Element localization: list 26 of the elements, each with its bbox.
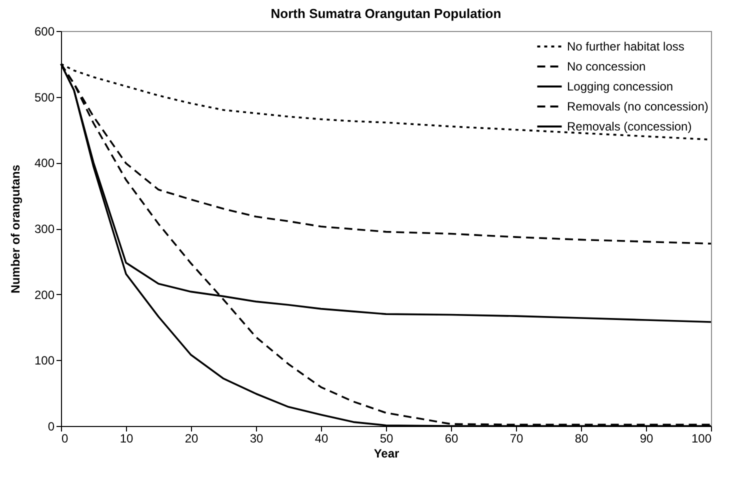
legend-label: Logging concession xyxy=(567,80,674,94)
y-tick-label: 400 xyxy=(34,156,55,170)
legend-label: Removals (concession) xyxy=(567,120,692,134)
y-tick-label: 500 xyxy=(34,90,55,104)
x-tick-label: 10 xyxy=(120,432,134,446)
x-tick-label: 20 xyxy=(184,432,198,446)
legend-label: No concession xyxy=(567,60,646,74)
legend-label: Removals (no concession) xyxy=(567,100,708,114)
legend-label: No further habitat loss xyxy=(567,40,684,54)
chart-title: North Sumatra Orangutan Population xyxy=(270,6,502,21)
y-tick-label: 600 xyxy=(34,24,55,38)
x-tick-label: 60 xyxy=(444,432,458,446)
x-tick-label: 40 xyxy=(314,432,328,446)
x-tick-label: 100 xyxy=(691,432,712,446)
y-tick-label: 100 xyxy=(34,354,55,368)
y-tick-label: 200 xyxy=(34,288,55,302)
y-axis-title: Number of orangutans xyxy=(8,164,22,294)
y-tick-label: 0 xyxy=(48,420,55,434)
x-tick-label: 70 xyxy=(510,432,524,446)
x-tick-label: 50 xyxy=(380,432,394,446)
x-tick-label: 80 xyxy=(574,432,588,446)
x-tick-label: 30 xyxy=(250,432,264,446)
x-tick-label: 0 xyxy=(62,432,68,446)
y-tick-label: 300 xyxy=(34,222,55,236)
x-axis-title: Year xyxy=(374,446,400,460)
x-tick-label: 90 xyxy=(640,432,654,446)
